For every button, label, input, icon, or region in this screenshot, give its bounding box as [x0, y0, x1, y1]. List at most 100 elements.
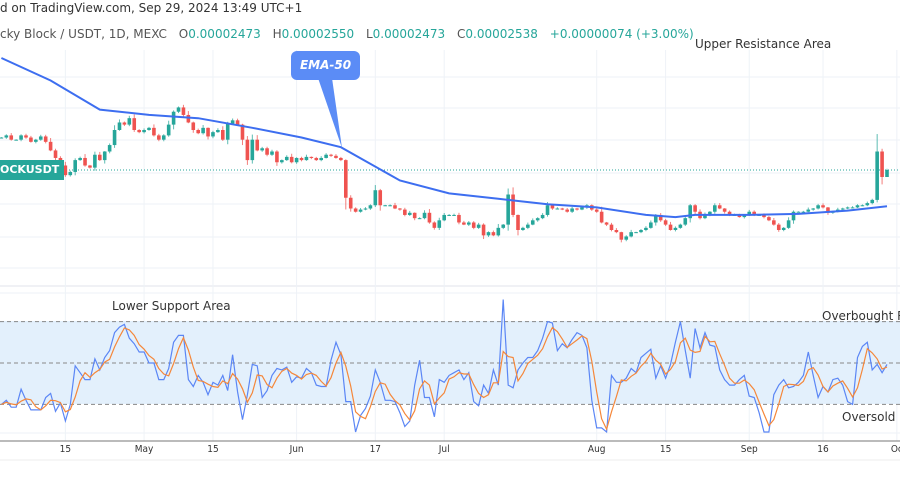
candle-body	[850, 207, 855, 209]
candle	[865, 201, 870, 207]
candle	[452, 213, 456, 216]
candle-body	[9, 135, 14, 140]
candle	[816, 203, 820, 210]
candle	[565, 207, 569, 213]
candle-body	[324, 154, 328, 158]
candle-body	[225, 123, 230, 140]
candle-body	[767, 217, 771, 221]
candle-body	[806, 209, 811, 212]
candle	[486, 231, 491, 237]
candle-body	[216, 130, 220, 133]
candle	[811, 208, 815, 211]
candle-body	[471, 222, 476, 228]
candle-body	[176, 107, 181, 112]
ema50-line	[0, 57, 888, 219]
candle	[0, 137, 4, 139]
candle-body	[127, 118, 132, 125]
candle-body	[457, 214, 461, 223]
candle	[255, 135, 260, 152]
candle-body	[644, 227, 648, 230]
symbol-name[interactable]: cky Block / USDT, 1D, MEXC	[0, 27, 167, 41]
x-tick-label: Aug	[587, 444, 606, 455]
oversold-label[interactable]: Oversold R	[842, 410, 900, 424]
published-caption: d on TradingView.com, Sep 29, 2024 13:49…	[0, 1, 303, 15]
candle-body	[653, 214, 658, 223]
candle-body	[762, 214, 766, 218]
candle	[19, 134, 23, 142]
candle	[575, 207, 579, 211]
candle-body	[535, 218, 540, 221]
candle	[260, 146, 264, 152]
candle	[176, 106, 181, 114]
candle-body	[752, 211, 756, 215]
candle	[412, 212, 417, 221]
candle-body	[550, 205, 555, 209]
candle-body	[521, 227, 525, 230]
candle	[329, 153, 333, 157]
candle	[604, 221, 609, 227]
candle	[516, 214, 520, 236]
candle	[462, 220, 466, 226]
candle	[43, 134, 48, 144]
candle	[24, 133, 28, 139]
candle	[147, 126, 151, 131]
candle	[225, 121, 230, 145]
candle	[93, 151, 97, 171]
candle	[117, 119, 122, 131]
candle	[422, 210, 427, 220]
candle	[378, 188, 383, 211]
symbol-legend: cky Block / USDT, 1D, MEXC O0.00002473 H…	[0, 27, 694, 41]
candle	[348, 195, 353, 212]
candle	[427, 209, 432, 224]
candle-body	[683, 218, 688, 225]
candle	[540, 213, 545, 220]
candle	[403, 207, 407, 217]
candle-body	[280, 160, 284, 163]
candle-body	[393, 205, 397, 209]
candle-body	[334, 155, 338, 158]
candle-body	[826, 207, 830, 213]
candle-body	[117, 122, 122, 130]
candle-body	[452, 214, 456, 216]
candle	[663, 218, 668, 227]
candle-body	[811, 208, 815, 210]
candle-body	[137, 130, 141, 133]
candle-body	[619, 232, 624, 240]
candle-body	[353, 208, 358, 212]
lower-support-label[interactable]: Lower Support Area	[112, 299, 231, 313]
candle-body	[609, 224, 614, 230]
close-value: 0.00002538	[465, 27, 538, 41]
candle	[38, 134, 43, 141]
upper-resistance-label[interactable]: Upper Resistance Area	[695, 37, 832, 51]
candle-body	[88, 165, 92, 168]
overbought-label[interactable]: Overbought Re	[822, 309, 900, 323]
candle	[206, 127, 210, 140]
candle	[457, 212, 461, 225]
candle-body	[821, 205, 825, 208]
low-label: L	[365, 27, 373, 41]
candle-body	[373, 190, 378, 206]
x-tick-label: May	[134, 444, 154, 455]
candle-body	[344, 160, 348, 198]
candle	[481, 223, 486, 240]
candle-body	[786, 220, 791, 228]
x-tick-label: 15	[59, 444, 72, 455]
candle-body	[486, 232, 491, 236]
x-tick-label: Sep	[740, 444, 758, 455]
candle	[786, 217, 791, 229]
candle-body	[34, 139, 38, 142]
candle-body	[427, 212, 432, 223]
ema-callout[interactable]: EMA-50	[291, 51, 360, 80]
candle-body	[112, 130, 117, 146]
candle	[304, 154, 309, 161]
candle-body	[840, 208, 845, 210]
candle	[535, 217, 540, 222]
candle-body	[545, 205, 550, 215]
candle	[806, 207, 811, 213]
candle-body	[289, 156, 294, 163]
candle	[68, 170, 73, 177]
candle-body	[713, 205, 717, 212]
candle-body	[511, 194, 515, 215]
candle	[14, 139, 18, 141]
